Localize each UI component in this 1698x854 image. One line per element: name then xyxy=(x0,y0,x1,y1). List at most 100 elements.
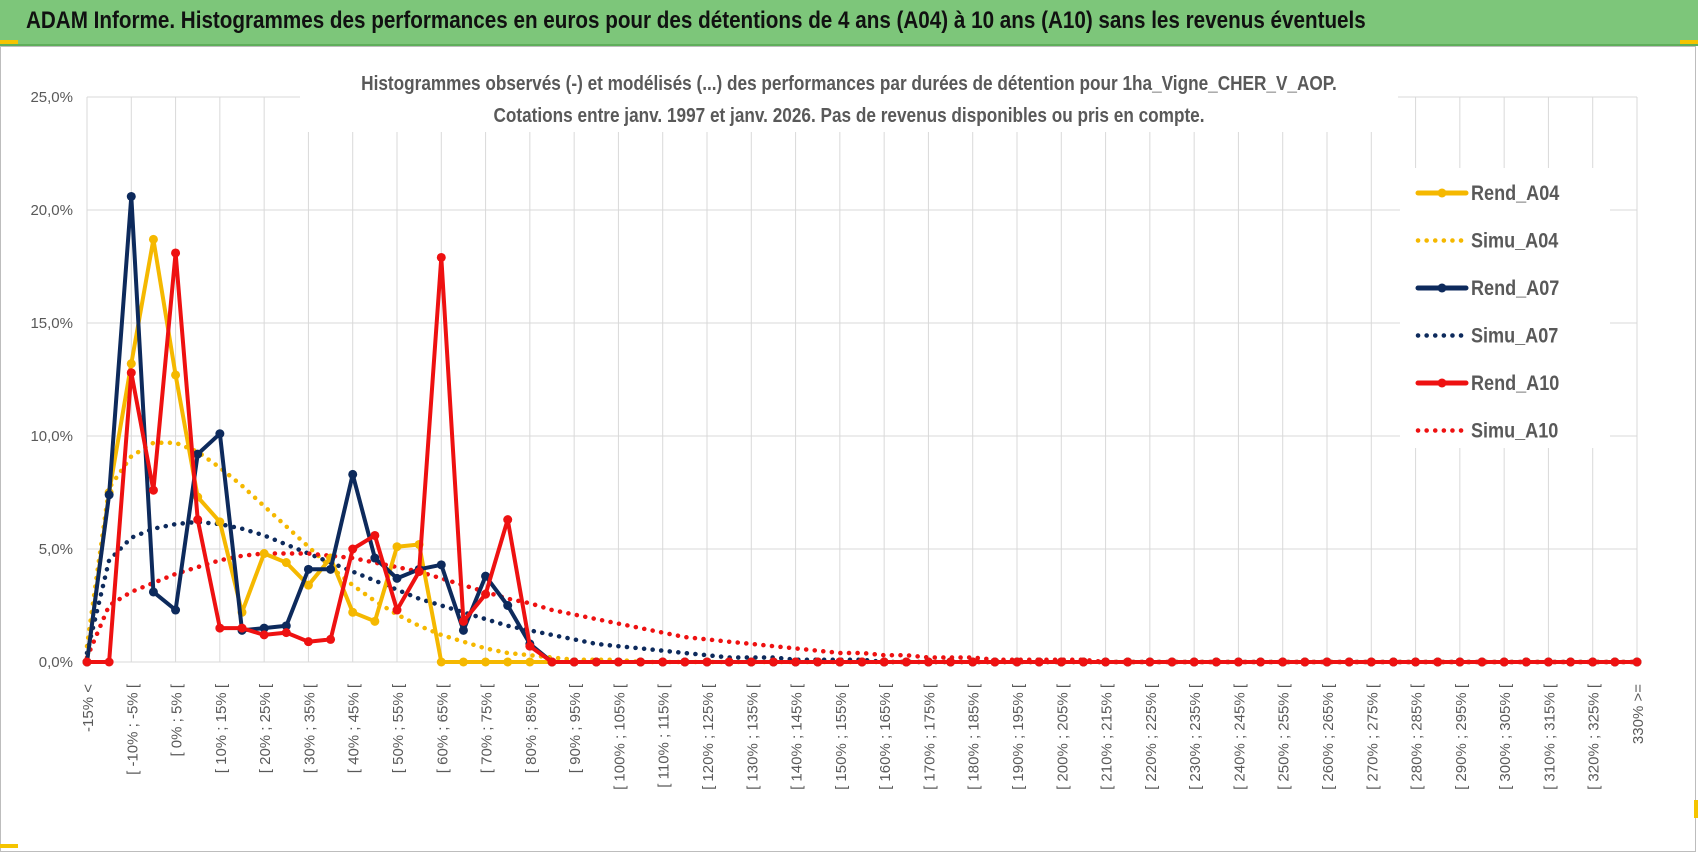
data-point xyxy=(857,657,867,667)
data-point xyxy=(148,234,158,244)
x-tick-label: [ 110% ; 115% [ xyxy=(656,683,673,788)
chart-frame xyxy=(0,46,1696,852)
data-point xyxy=(104,490,114,500)
data-point xyxy=(946,657,956,667)
data-point xyxy=(171,605,181,615)
data-point xyxy=(1233,657,1243,667)
x-tick-label: -15% < xyxy=(80,684,97,732)
data-point xyxy=(303,637,313,647)
data-point xyxy=(746,657,756,667)
data-point xyxy=(126,368,136,378)
data-point xyxy=(1211,657,1221,667)
legend-marker xyxy=(1437,188,1447,198)
data-point xyxy=(1388,657,1398,667)
data-point xyxy=(481,589,491,599)
x-tick-label: [ 310% ; 315% [ xyxy=(1541,683,1558,790)
x-tick-label: [ 260% ; 265% [ xyxy=(1320,683,1337,790)
x-tick-label: [ 200% ; 205% [ xyxy=(1054,683,1071,790)
x-tick-label: [ 220% ; 225% [ xyxy=(1143,683,1160,790)
data-point xyxy=(215,429,225,439)
data-point xyxy=(259,630,269,640)
data-point xyxy=(1566,657,1576,667)
data-point xyxy=(259,623,269,633)
y-tick-label: 0,0% xyxy=(39,654,73,671)
legend-marker xyxy=(1437,283,1447,293)
data-point xyxy=(1521,657,1531,667)
data-point xyxy=(1433,657,1443,667)
x-tick-label: [ 190% ; 195% [ xyxy=(1010,683,1027,790)
frame-corner-mark xyxy=(0,40,18,44)
data-point xyxy=(1477,657,1487,667)
data-point xyxy=(1189,657,1199,667)
series-line-simu-a04 xyxy=(84,440,1640,665)
data-point xyxy=(171,370,181,380)
y-tick-label: 20,0% xyxy=(30,202,73,219)
x-tick-label: [ 120% ; 125% [ xyxy=(700,683,717,790)
data-point xyxy=(215,623,225,633)
data-point xyxy=(148,587,158,597)
x-tick-label: [ 50% ; 55% [ xyxy=(390,683,407,773)
data-point xyxy=(193,449,203,459)
x-tick-label: [ 140% ; 145% [ xyxy=(789,683,806,790)
data-point xyxy=(370,616,380,626)
data-point xyxy=(392,573,402,583)
x-tick-label: 330% >= xyxy=(1630,684,1647,744)
legend-label: Rend_A04 xyxy=(1471,182,1559,206)
series-line-simu-a07 xyxy=(84,519,1640,665)
x-tick-label: [ 240% ; 245% [ xyxy=(1231,683,1248,790)
data-point xyxy=(901,657,911,667)
data-point xyxy=(281,558,291,568)
x-tick-label: [ 170% ; 175% [ xyxy=(921,683,938,790)
data-point xyxy=(658,657,668,667)
x-tick-label: [ 160% ; 165% [ xyxy=(877,683,894,790)
data-point xyxy=(636,657,646,667)
data-point xyxy=(724,657,734,667)
data-point xyxy=(82,657,92,667)
data-point xyxy=(370,530,380,540)
x-tick-label: [ 80% ; 85% [ xyxy=(523,683,540,773)
data-point xyxy=(436,560,446,570)
x-tick-label: [ 300% ; 305% [ xyxy=(1497,683,1514,790)
data-point xyxy=(1145,657,1155,667)
legend-marker xyxy=(1437,378,1447,388)
data-point xyxy=(1012,657,1022,667)
report-banner: ADAM Informe. Histogrammes des performan… xyxy=(0,0,1698,46)
x-tick-label: [ 10% ; 15% [ xyxy=(213,683,230,773)
y-tick-label: 5,0% xyxy=(39,541,73,558)
data-point xyxy=(104,657,114,667)
data-point xyxy=(458,625,468,635)
data-point xyxy=(303,580,313,590)
data-point xyxy=(481,657,491,667)
data-point xyxy=(436,657,446,667)
data-point xyxy=(680,657,690,667)
data-point xyxy=(1610,657,1620,667)
data-point xyxy=(1167,657,1177,667)
data-point xyxy=(215,517,225,527)
data-point xyxy=(348,469,358,479)
data-point xyxy=(613,657,623,667)
data-point xyxy=(1411,657,1421,667)
data-point xyxy=(1078,657,1088,667)
data-point xyxy=(879,657,889,667)
x-tick-label: [ 270% ; 275% [ xyxy=(1364,683,1381,790)
data-point xyxy=(458,616,468,626)
data-point xyxy=(148,485,158,495)
data-point xyxy=(791,657,801,667)
data-point xyxy=(1056,657,1066,667)
x-tick-label: [ 320% ; 325% [ xyxy=(1586,683,1603,790)
data-point xyxy=(193,515,203,525)
data-point xyxy=(348,544,358,554)
data-point xyxy=(436,252,446,262)
x-tick-label: [ 0% ; 5% [ xyxy=(169,683,186,756)
legend-label: Simu_A04 xyxy=(1471,229,1558,253)
data-point xyxy=(525,641,535,651)
data-point xyxy=(547,657,557,667)
data-point xyxy=(1588,657,1598,667)
data-point xyxy=(126,359,136,369)
frame-corner-mark xyxy=(0,844,18,848)
data-point xyxy=(968,657,978,667)
data-point xyxy=(1256,657,1266,667)
data-point xyxy=(569,657,579,667)
data-point xyxy=(525,657,535,667)
data-point xyxy=(281,628,291,638)
